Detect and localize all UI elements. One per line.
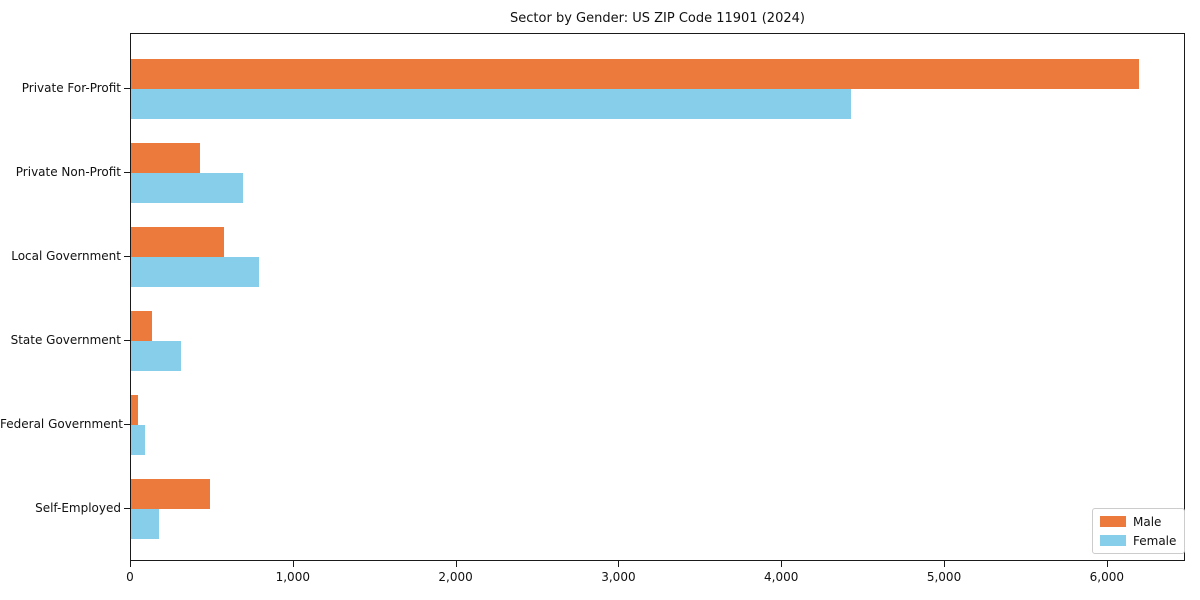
bar-male-self-employed <box>131 479 210 509</box>
x-axis-tick <box>130 561 131 567</box>
bar-male-state-government <box>131 311 153 341</box>
legend: Male Female <box>1092 508 1186 554</box>
y-axis-label-federal-government: Federal Government <box>0 417 123 431</box>
bar-female-state-government <box>131 341 181 371</box>
x-axis-tick <box>618 561 620 567</box>
x-axis-tick <box>944 561 946 567</box>
x-axis-tick <box>781 561 783 567</box>
x-axis-label-3-000: 3,000 <box>601 570 636 584</box>
bar-male-local-government <box>131 227 224 257</box>
x-axis-tick <box>292 561 294 567</box>
y-axis-tick <box>124 256 130 257</box>
x-axis-label-6-000: 6,000 <box>1089 570 1125 584</box>
legend-item-male: Male <box>1100 514 1176 529</box>
x-axis-label-0: 0 <box>126 570 134 584</box>
x-axis-label-5-000: 5,000 <box>926 570 962 584</box>
male-legend-swatch <box>1100 516 1126 527</box>
bar-female-self-employed <box>131 509 159 539</box>
x-axis-label-2-000: 2,000 <box>438 570 473 584</box>
y-axis-label-self-employed: Self-Employed <box>35 501 121 515</box>
x-axis-label-1-000: 1,000 <box>275 570 310 584</box>
y-axis-tick <box>124 424 130 425</box>
y-axis-label-state-government: State Government <box>10 333 121 347</box>
y-axis-tick <box>124 88 130 89</box>
y-axis-label-private-for-profit: Private For-Profit <box>21 81 121 95</box>
legend-label-female: Female <box>1133 533 1177 548</box>
x-axis-label-4-000: 4,000 <box>764 570 799 584</box>
bar-female-private-non-profit <box>131 173 244 203</box>
bar-male-private-for-profit <box>131 59 1139 89</box>
y-axis-label-local-government: Local Government <box>11 249 121 263</box>
legend-label-male: Male <box>1133 514 1162 529</box>
y-axis-tick <box>124 340 130 341</box>
y-axis-tick <box>124 172 130 173</box>
bar-male-private-non-profit <box>131 143 201 173</box>
bar-male-federal-government <box>131 395 139 425</box>
y-axis-label-private-non-profit: Private Non-Profit <box>15 165 121 179</box>
x-axis-tick <box>1106 561 1108 567</box>
y-axis-tick <box>124 508 130 509</box>
x-axis-tick <box>455 561 457 567</box>
bar-female-federal-government <box>131 425 145 455</box>
legend-item-female: Female <box>1100 533 1176 548</box>
bar-female-local-government <box>131 257 259 287</box>
chart-title: Sector by Gender: US ZIP Code 11901 (202… <box>510 11 805 26</box>
bar-female-private-for-profit <box>131 89 851 119</box>
plot-area <box>130 33 1185 561</box>
female-legend-swatch <box>1100 535 1126 546</box>
